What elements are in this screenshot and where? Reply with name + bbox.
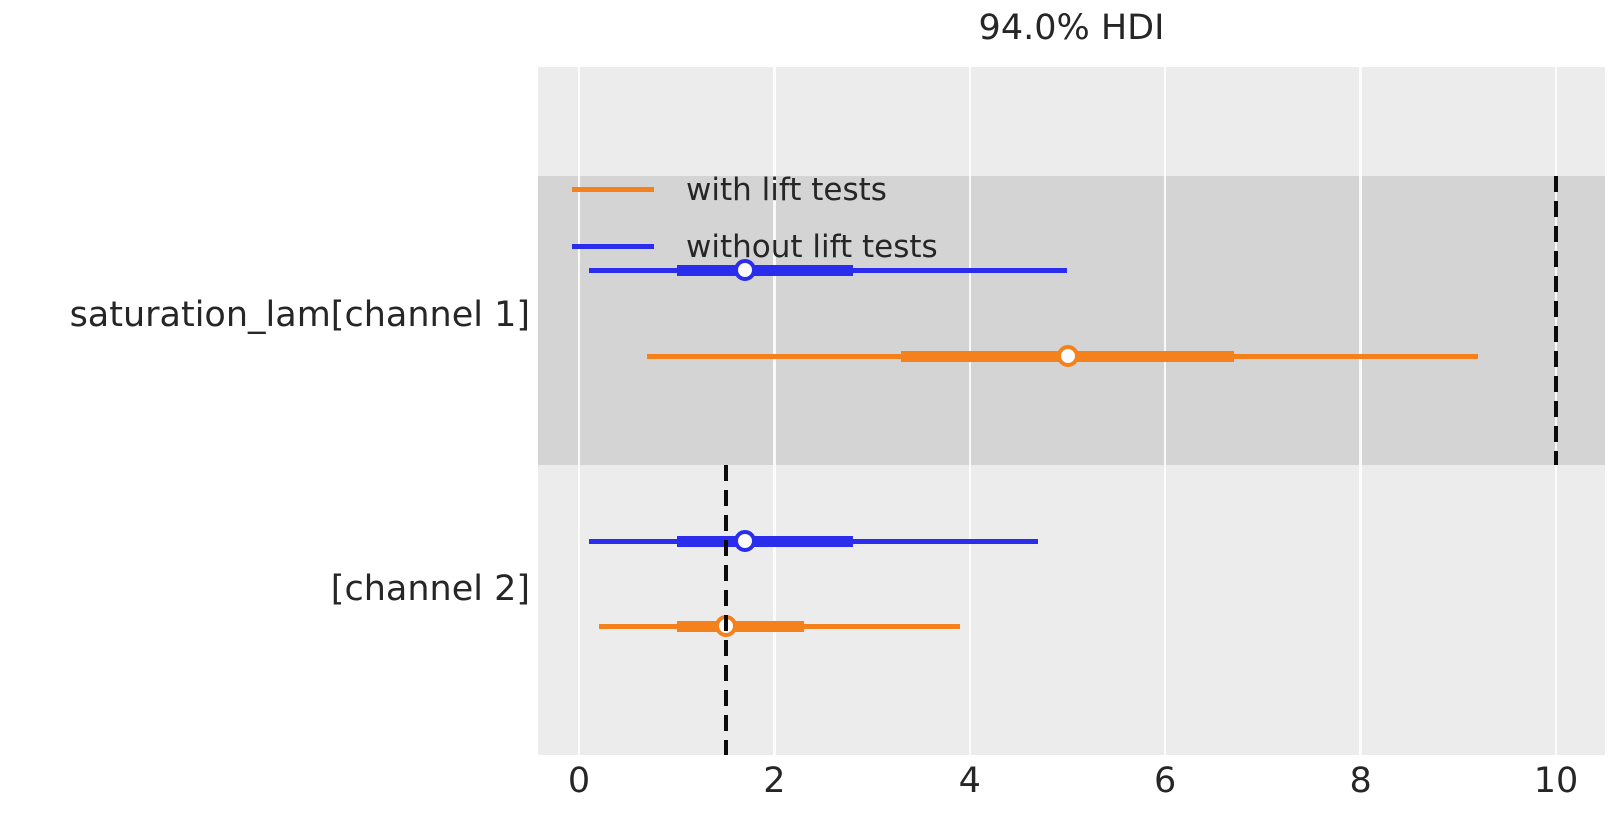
point-estimate-marker-2 (1056, 345, 1079, 367)
legend-entry-with-lift-tests: with lift tests (572, 161, 938, 218)
x-tick-label-0: 0 (567, 761, 591, 801)
legend-entry-without-lift-tests: without lift tests (572, 218, 938, 275)
legend-swatch-orange-line (572, 187, 654, 192)
gridline-x-8 (1359, 67, 1362, 755)
legend: with lift tests without lift tests (572, 161, 938, 275)
x-tick-label-10: 10 (1533, 761, 1579, 801)
quartile-line-4 (676, 620, 804, 632)
y-axis-label-channel-2: [channel 2] (330, 569, 530, 609)
x-tick-label-8: 8 (1349, 761, 1372, 801)
quartile-line-3 (676, 535, 853, 547)
point-estimate-marker-1 (734, 259, 757, 281)
legend-swatch-blue-line (572, 244, 654, 249)
x-tick-label-4: 4 (958, 761, 981, 801)
reference-dashed-line-2 (723, 465, 728, 755)
legend-label: with lift tests (686, 171, 887, 208)
x-axis: 0 2 4 6 8 10 (538, 755, 1605, 815)
quartile-line-1 (676, 264, 853, 276)
gridline-x-4 (968, 67, 972, 755)
point-estimate-marker-3 (734, 530, 757, 552)
legend-label: without lift tests (686, 228, 938, 265)
x-tick-label-6: 6 (1154, 761, 1177, 801)
row-shading-band (538, 176, 1605, 465)
y-axis-label-channel-1: saturation_lam[channel 1] (69, 295, 530, 335)
gridline-x-6 (1163, 67, 1167, 755)
reference-dashed-line-1 (1554, 176, 1558, 465)
gridline-x-2 (773, 67, 776, 755)
chart-title: 94.0% HDI (978, 8, 1165, 48)
gridline-x-0 (577, 67, 581, 755)
plot-area: with lift tests without lift tests (538, 67, 1605, 755)
x-tick-label-2: 2 (763, 761, 786, 801)
